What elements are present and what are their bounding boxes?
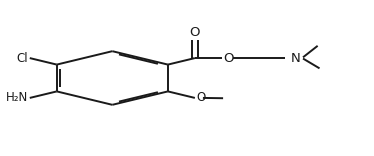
Text: Cl: Cl: [17, 52, 28, 65]
Text: N: N: [291, 52, 301, 65]
Text: O: O: [190, 26, 200, 39]
Text: O: O: [223, 52, 234, 65]
Text: H₂N: H₂N: [6, 91, 28, 104]
Text: O: O: [196, 91, 205, 104]
